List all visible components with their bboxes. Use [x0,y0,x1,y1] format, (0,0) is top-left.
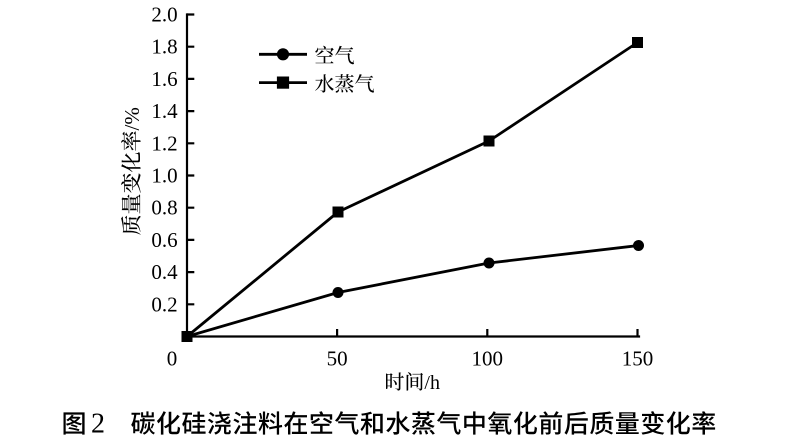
svg-text:1.0: 1.0 [151,164,177,188]
svg-text:2: 2 [91,409,105,438]
svg-text:0.6: 0.6 [151,228,177,252]
svg-text:1.8: 1.8 [151,35,177,59]
svg-text:0: 0 [167,347,178,371]
svg-text:100: 100 [472,347,504,371]
svg-text:1.4: 1.4 [151,99,178,123]
svg-text:/%: /% [120,107,144,130]
svg-text:0.2: 0.2 [151,292,177,316]
svg-text:2.0: 2.0 [151,3,177,27]
svg-text:50: 50 [327,347,348,371]
svg-text:0.8: 0.8 [151,196,177,220]
svg-text:0.4: 0.4 [151,260,178,284]
svg-text:1.6: 1.6 [151,67,177,91]
svg-text:150: 150 [622,347,654,371]
svg-text:/h: /h [424,372,440,394]
svg-text:1.2: 1.2 [151,131,177,155]
